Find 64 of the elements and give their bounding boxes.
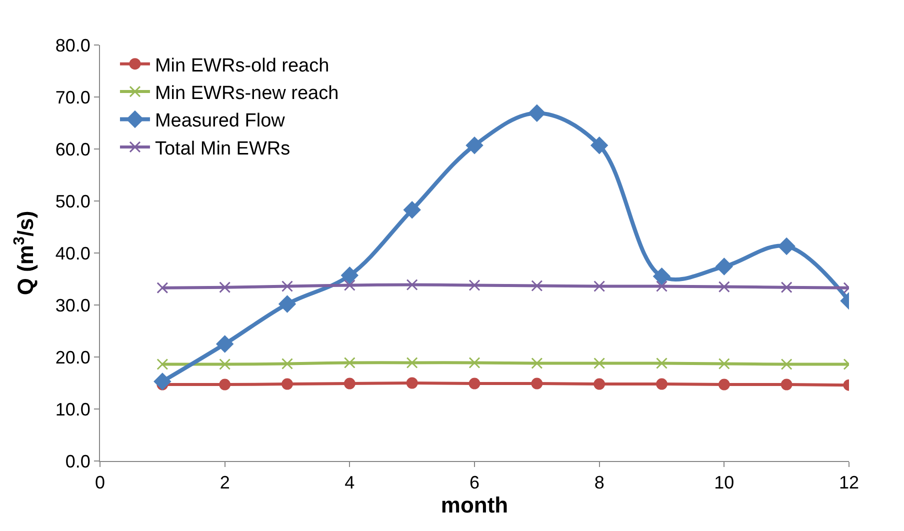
x-tick-label: 4: [344, 472, 355, 493]
point: [656, 357, 668, 369]
point: [282, 358, 293, 370]
point: [216, 335, 234, 353]
y-tick-label: 10.0: [55, 399, 90, 420]
point: [778, 238, 796, 255]
point: [156, 358, 168, 370]
x-tick-label: 10: [714, 472, 734, 493]
x-tick-label: 12: [838, 472, 860, 493]
y-tick-label: 60.0: [55, 139, 90, 160]
point: [341, 266, 358, 284]
point: [156, 282, 168, 294]
legend-label: Measured Flow: [154, 110, 286, 132]
point: [466, 136, 484, 154]
y-tick-label: 0.0: [65, 451, 90, 472]
x-axis-title: month: [440, 492, 508, 518]
x-tick-label: 2: [220, 472, 230, 493]
point: [406, 356, 418, 368]
point: [278, 295, 296, 313]
point: [219, 358, 231, 370]
x-tick-label: 6: [469, 472, 480, 493]
y-tick-label: 40.0: [55, 243, 90, 264]
point: [468, 356, 480, 368]
point: [404, 201, 421, 218]
point: [154, 372, 171, 390]
point: [590, 136, 608, 154]
y-tick-label: 50.0: [55, 191, 90, 212]
y-tick-label: 70.0: [55, 87, 90, 108]
point: [282, 378, 293, 390]
y-tick-label: 30.0: [55, 295, 90, 316]
x-tick-label: 0: [94, 472, 106, 493]
point: [780, 282, 792, 294]
x-tick-label: 8: [594, 472, 604, 493]
point: [531, 357, 543, 369]
point: [219, 378, 231, 390]
point: [344, 279, 356, 291]
point: [468, 279, 480, 291]
legend-label: Min EWRs-old reach: [154, 55, 330, 76]
point: [406, 377, 418, 389]
point: [656, 378, 668, 390]
legend-label: Min EWRs-new reach: [154, 82, 339, 104]
point: [718, 281, 730, 293]
y-tick-label: 20.0: [55, 347, 90, 368]
point: [594, 378, 606, 390]
point: [594, 357, 606, 369]
point: [406, 278, 418, 290]
point: [282, 280, 293, 292]
point: [718, 378, 730, 390]
point: [653, 268, 670, 285]
point: [780, 358, 792, 370]
point: [780, 378, 792, 390]
point: [468, 378, 480, 390]
point: [219, 282, 231, 294]
legend-label: Total Min EWRs: [154, 138, 290, 160]
point: [531, 378, 543, 390]
point: [528, 104, 546, 122]
point: [344, 378, 356, 390]
point: [718, 358, 730, 370]
point: [594, 280, 606, 292]
point: [656, 280, 668, 292]
point: [344, 356, 356, 368]
y-tick-label: 80.0: [55, 35, 90, 56]
point: [716, 258, 733, 276]
point: [531, 280, 543, 292]
